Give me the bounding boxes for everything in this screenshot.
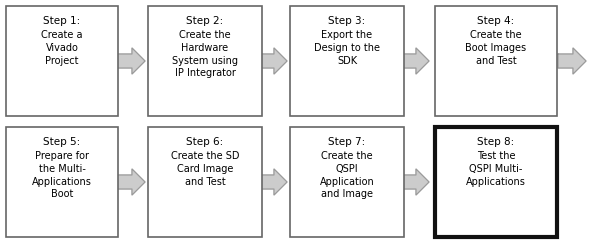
Text: Export the
Design to the
SDK: Export the Design to the SDK <box>314 30 380 66</box>
Bar <box>148 127 262 237</box>
Text: Step 1:: Step 1: <box>43 16 81 26</box>
Polygon shape <box>401 48 429 74</box>
Polygon shape <box>117 48 145 74</box>
Text: Step 4:: Step 4: <box>477 16 514 26</box>
Text: Create the
Hardware
System using
IP Integrator: Create the Hardware System using IP Inte… <box>172 30 238 78</box>
Text: Prepare for
the Multi-
Applications
Boot: Prepare for the Multi- Applications Boot <box>32 151 92 200</box>
Text: Step 2:: Step 2: <box>186 16 224 26</box>
Bar <box>148 6 262 116</box>
Bar <box>290 127 404 237</box>
Text: Step 5:: Step 5: <box>43 137 81 147</box>
Polygon shape <box>259 169 287 195</box>
Polygon shape <box>401 169 429 195</box>
Text: Create the
Boot Images
and Test: Create the Boot Images and Test <box>465 30 526 66</box>
Text: Step 7:: Step 7: <box>328 137 365 147</box>
Bar <box>435 6 557 116</box>
Text: Test the
QSPI Multi-
Applications: Test the QSPI Multi- Applications <box>466 151 526 187</box>
Polygon shape <box>117 169 145 195</box>
Polygon shape <box>558 48 586 74</box>
Text: Create the
QSPI
Application
and Image: Create the QSPI Application and Image <box>320 151 374 200</box>
Bar <box>290 6 404 116</box>
Text: Create the SD
Card Image
and Test: Create the SD Card Image and Test <box>171 151 239 187</box>
Bar <box>6 127 118 237</box>
Bar <box>435 127 557 237</box>
Text: Step 8:: Step 8: <box>477 137 514 147</box>
Text: Create a
Vivado
Project: Create a Vivado Project <box>41 30 83 66</box>
Bar <box>6 6 118 116</box>
Polygon shape <box>259 48 287 74</box>
Text: Step 3:: Step 3: <box>328 16 365 26</box>
Text: Step 6:: Step 6: <box>186 137 224 147</box>
